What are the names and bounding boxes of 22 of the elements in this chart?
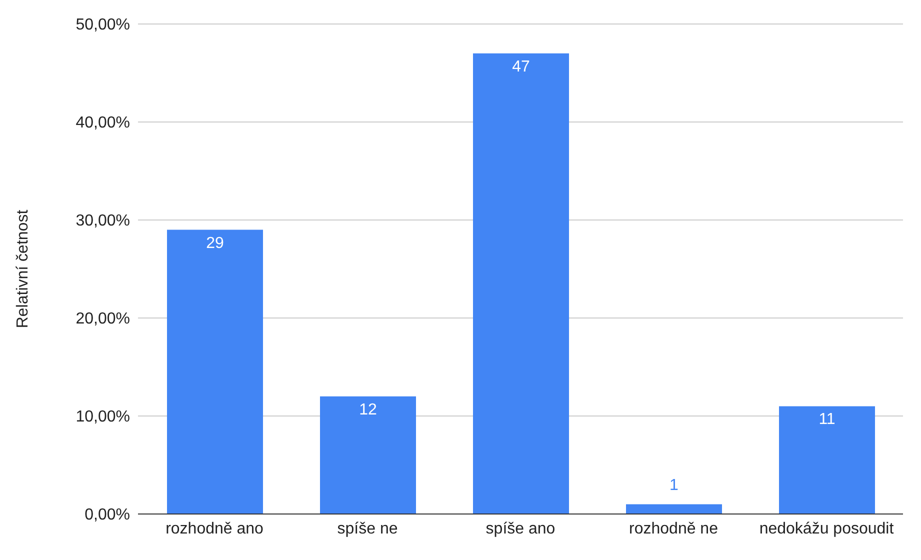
y-tick-label: 50,00% xyxy=(76,16,130,34)
data-label: 1 xyxy=(670,477,679,494)
bar xyxy=(626,504,722,514)
y-tick-label: 0,00% xyxy=(84,506,130,524)
data-label: 12 xyxy=(359,401,377,418)
y-tick-label: 10,00% xyxy=(76,408,130,426)
x-tick-label: spíše ano xyxy=(486,520,556,538)
data-label: 11 xyxy=(818,411,836,428)
bar xyxy=(167,230,263,514)
x-tick-label: nedokážu posoudit xyxy=(759,520,894,538)
x-tick-label: rozhodně ano xyxy=(166,520,264,538)
y-axis-title: Relativní četnost xyxy=(14,209,32,328)
bar xyxy=(320,396,416,514)
x-tick-label: rozhodně ne xyxy=(629,520,718,538)
bar xyxy=(779,406,875,514)
x-tick-label: spíše ne xyxy=(337,520,398,538)
bar xyxy=(473,53,569,514)
y-tick-label: 30,00% xyxy=(76,212,130,230)
data-label: 47 xyxy=(512,58,530,76)
y-tick-label: 20,00% xyxy=(76,310,130,328)
data-label: 29 xyxy=(206,234,224,252)
y-tick-label: 40,00% xyxy=(76,114,130,132)
